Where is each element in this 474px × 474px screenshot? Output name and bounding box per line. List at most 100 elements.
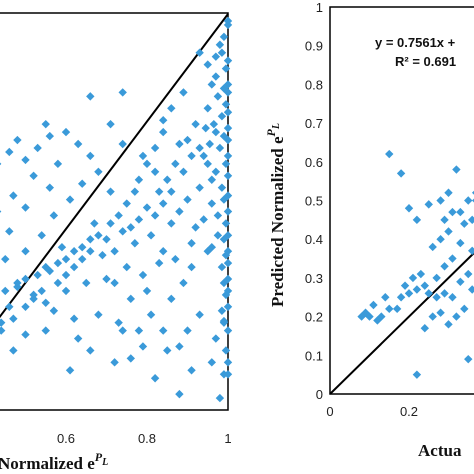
left-data-point [223,20,233,30]
left-data-point [41,119,50,129]
right-scatter-panel: 00.10.20.30.40.50.60.70.80.91 0 0.2 y = 0… [264,0,474,460]
left-data-point [118,139,127,149]
right-y-tick-label: 0.6 [305,155,323,170]
left-data-point [114,318,123,327]
left-data-point [171,159,180,169]
right-y-axis-title-sup: P [264,128,278,136]
left-data-point [106,219,115,228]
right-y-tick-label: 0.8 [305,77,323,92]
left-data-point [94,310,103,319]
left-data-point [146,231,156,240]
left-data-point [217,262,227,272]
left-data-point [183,195,192,204]
left-data-point [150,167,160,176]
left-data-point [223,302,233,311]
right-data-point [436,308,445,317]
left-data-point [13,282,22,292]
left-data-point [179,278,188,288]
right-data-point [408,273,418,283]
left-data-point [223,358,233,367]
left-data-point [223,123,233,133]
right-data-point [404,204,414,213]
left-data-point [205,139,214,149]
left-data-point [0,210,2,213]
left-x-axis-title-sub: L [101,457,108,468]
right-data-point [440,262,449,271]
left-data-point [110,247,119,256]
left-data-point [142,203,152,212]
right-x-axis-title: Actua [418,441,462,460]
right-y-tick-label: 0.4 [305,232,323,247]
right-data-point [357,312,366,321]
left-data-point [118,326,127,335]
left-data-point [13,135,22,145]
left-data-point [5,147,14,157]
left-data-point [167,294,176,304]
left-data-point [49,306,59,315]
right-data-point [464,354,473,364]
left-data-point [45,131,54,141]
right-data-point [385,304,394,314]
left-data-point [221,100,231,109]
left-data-point [223,326,233,335]
right-data-point [456,207,465,217]
left-data-point [126,294,135,304]
right-data-point [452,312,461,321]
left-data-point [78,243,87,252]
right-y-tick-label: 0.5 [305,194,323,209]
left-data-point [203,247,212,256]
left-data-point [217,112,227,121]
left-data-point [207,358,216,367]
right-data-point [381,293,390,302]
right-data-point [428,312,437,321]
right-data-point [373,316,382,325]
left-data-point [215,393,225,403]
left-data-point [175,139,184,149]
left-data-point [223,286,233,296]
left-data-point [65,366,75,375]
left-data-point [221,64,231,73]
left-data-point [207,80,216,89]
left-data-point [187,151,196,161]
right-data-point [420,324,429,333]
left-data-points [0,16,233,403]
left-data-point [154,187,164,196]
left-data-point [1,254,10,264]
left-data-point [223,370,233,379]
left-data-point [203,60,212,69]
left-data-point [134,326,144,335]
right-data-point [412,285,422,294]
right-data-point [385,149,394,159]
left-data-point [86,346,95,355]
left-data-point [223,80,233,89]
left-data-point [1,286,10,296]
left-data-point [138,342,148,351]
left-data-point [118,227,127,236]
left-data-point [199,215,208,224]
left-data-point [223,135,233,145]
left-data-point [138,270,148,280]
right-data-point [468,246,474,256]
left-data-point [159,115,168,125]
left-data-point [223,56,233,65]
left-data-point [219,316,229,326]
left-data-point [106,119,115,129]
left-data-point [9,191,18,200]
left-data-point [61,286,71,296]
right-data-point [468,215,474,225]
left-x-tick-label: 0.8 [138,431,156,446]
right-data-point [404,289,414,298]
left-data-point [213,231,223,240]
left-data-point [191,223,200,232]
left-data-point [183,135,192,145]
left-data-point [179,88,188,97]
left-data-point [45,183,54,192]
left-data-point [90,219,99,228]
left-data-point [159,326,168,335]
left-x-tick-label: 0.6 [57,431,75,446]
left-data-point [223,108,233,117]
left-data-point [159,247,168,256]
left-data-point [163,346,172,355]
left-data-point [5,302,14,311]
